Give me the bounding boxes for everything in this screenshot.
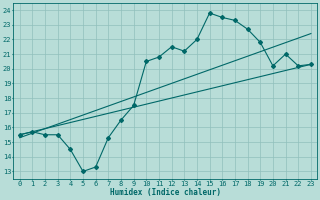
X-axis label: Humidex (Indice chaleur): Humidex (Indice chaleur) [110, 188, 221, 197]
